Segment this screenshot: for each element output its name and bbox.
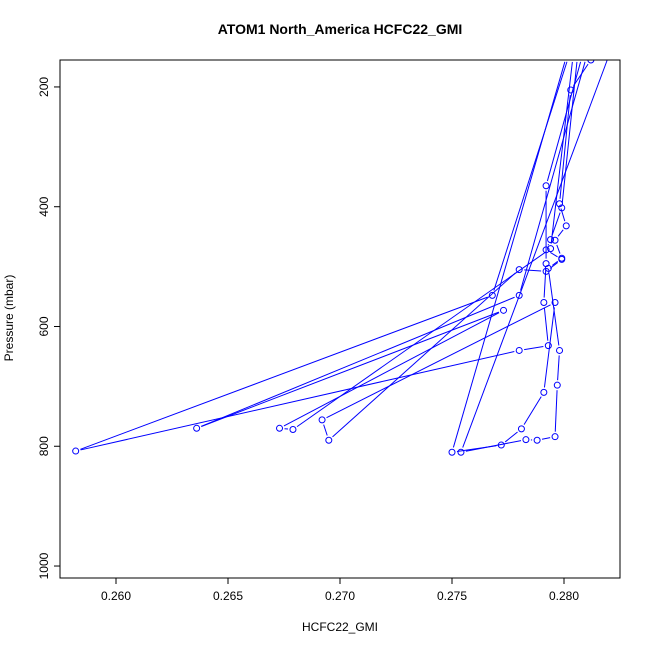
data-point xyxy=(193,424,201,432)
y-axis-label: Pressure (mbar) xyxy=(2,275,16,362)
data-point xyxy=(500,306,508,314)
data-point xyxy=(540,299,548,307)
data-point xyxy=(325,436,333,444)
data-point xyxy=(448,448,456,456)
series-segment xyxy=(550,61,573,244)
data-point xyxy=(540,388,548,396)
series-segment xyxy=(296,251,547,428)
data-point xyxy=(547,236,555,244)
y-tick-label: 200 xyxy=(37,77,51,97)
data-point xyxy=(558,255,566,263)
data-point xyxy=(522,436,530,444)
data-point xyxy=(497,441,505,449)
series-segment xyxy=(201,311,500,427)
data-point xyxy=(488,291,496,299)
data-point xyxy=(542,246,550,254)
series-segment xyxy=(80,351,515,451)
data-point xyxy=(556,346,564,354)
plot-frame xyxy=(59,59,621,579)
series-segment xyxy=(452,61,566,448)
series-segment xyxy=(524,269,542,272)
series-4 xyxy=(193,60,589,433)
data-point xyxy=(515,291,523,299)
series-segment xyxy=(557,355,560,381)
series-segment xyxy=(552,260,559,266)
series-segment xyxy=(561,61,578,203)
series-segment xyxy=(543,268,547,298)
data-point xyxy=(551,299,559,307)
series-segment xyxy=(323,424,328,436)
series-segment xyxy=(557,229,564,237)
data-point xyxy=(542,267,550,275)
series-segment xyxy=(493,61,568,291)
data-point xyxy=(318,416,326,424)
series-segment xyxy=(80,296,488,450)
data-point xyxy=(533,436,541,444)
series-segment xyxy=(524,345,544,351)
data-point xyxy=(542,182,550,190)
series-segment xyxy=(554,390,558,432)
x-axis: 0.260 0.265 0.270 0.275 0.280 xyxy=(101,578,579,603)
data-point xyxy=(515,266,523,274)
y-tick-label: 800 xyxy=(37,436,51,456)
y-tick-label: 1000 xyxy=(37,552,51,579)
data-point xyxy=(457,448,465,456)
data-point xyxy=(587,60,595,64)
series-segment xyxy=(462,60,608,448)
series-segment xyxy=(332,272,516,438)
y-tick-label: 400 xyxy=(37,196,51,216)
series-segment xyxy=(573,63,589,87)
data-point xyxy=(515,346,523,354)
series-segment xyxy=(504,431,518,443)
data-point xyxy=(556,200,564,208)
x-tick-label: 0.260 xyxy=(101,589,131,603)
series-segment xyxy=(556,244,561,254)
x-tick-label: 0.275 xyxy=(437,589,467,603)
series-segment xyxy=(550,252,558,258)
data-point xyxy=(542,260,550,268)
series-segment xyxy=(523,396,542,425)
chart-title: ATOM1 North_America HCFC22_GMI xyxy=(218,21,463,37)
series-segment xyxy=(326,304,551,419)
data-point xyxy=(289,425,297,433)
x-axis-label: HCFC22_GMI xyxy=(302,620,378,634)
series-segment xyxy=(520,61,586,291)
series-segment xyxy=(543,307,549,341)
data-point xyxy=(547,245,555,253)
data-point xyxy=(517,425,525,433)
data-point xyxy=(553,381,561,389)
series-segment xyxy=(541,437,551,440)
data-point xyxy=(562,222,570,230)
series-segment xyxy=(551,212,561,236)
series-layer xyxy=(72,60,608,456)
data-point xyxy=(276,424,284,432)
x-tick-label: 0.270 xyxy=(325,589,355,603)
x-tick-label: 0.280 xyxy=(549,589,579,603)
series-segment xyxy=(201,296,515,427)
series-segment xyxy=(549,262,559,269)
series-3 xyxy=(318,60,580,456)
data-point xyxy=(551,433,559,441)
x-tick-label: 0.265 xyxy=(213,589,243,603)
series-segment xyxy=(283,312,500,427)
y-axis: 200 400 600 800 1000 xyxy=(37,77,60,579)
series-segment xyxy=(456,445,497,453)
y-tick-label: 600 xyxy=(37,316,51,336)
data-point xyxy=(558,204,566,212)
data-point xyxy=(544,342,552,350)
data-point xyxy=(72,447,80,455)
series-segment xyxy=(543,307,555,388)
